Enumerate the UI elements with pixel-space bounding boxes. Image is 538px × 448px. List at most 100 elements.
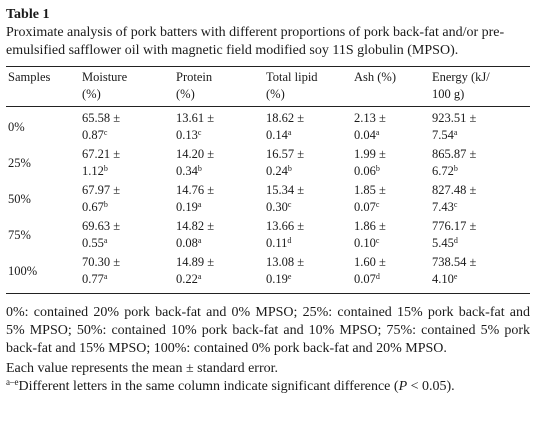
footnote-p-symbol: P (398, 379, 408, 394)
value-cell: 14.76 ± 0.19a (176, 181, 266, 217)
significance-letter: d (453, 236, 458, 245)
table-row: 50% 67.97 ±0.67b 14.76 ±0.19a 15.34 ±0.30c 1… (6, 181, 530, 217)
mean-value: 1.86 ± (354, 219, 386, 233)
footnote-letters-text: Different letters in the same column ind… (18, 379, 399, 394)
se-value: 0.34 (176, 164, 198, 178)
mean-value: 70.30 ± (82, 255, 121, 269)
se-value: 6.72 (432, 164, 454, 178)
significance-letter: c (103, 128, 108, 137)
significance-letter: a (197, 236, 202, 245)
mean-value: 1.60 ± (354, 255, 386, 269)
column-header-line1: Samples (8, 70, 51, 84)
se-line: 0.87c (82, 127, 176, 144)
column-header: Total lipid (%) (266, 67, 354, 107)
value-cell: 16.57 ± 0.24b (266, 145, 354, 181)
se-value: 0.07 (354, 200, 376, 214)
value-cell: 865.87 ± 6.72b (432, 145, 530, 181)
table-body: 0% 65.58 ±0.87c 13.61 ±0.13c 18.62 ±0.14a 2.… (6, 107, 530, 290)
se-line: 7.43c (432, 199, 530, 216)
value-cell: 1.85 ± 0.07c (354, 181, 432, 217)
value-cell: 776.17 ± 5.45d (432, 217, 530, 253)
table-row: 100% 70.30 ±0.77a 14.89 ±0.22a 13.08 ±0.19e… (6, 253, 530, 289)
value-cell: 70.30 ± 0.77a (82, 253, 176, 289)
column-header-line2: (%) (266, 87, 285, 101)
significance-letter: b (375, 164, 380, 173)
significance-letter: e (453, 272, 458, 281)
mean-value: 738.54 ± (432, 255, 477, 269)
value-cell: 14.89 ± 0.22a (176, 253, 266, 289)
column-header: Samples (6, 67, 82, 107)
significance-letter: b (453, 164, 458, 173)
value-cell: 65.58 ± 0.87c (82, 107, 176, 146)
column-header-line2: 100 g) (432, 87, 465, 101)
se-line: 0.14a (266, 127, 354, 144)
mean-value: 1.99 ± (354, 147, 386, 161)
mean-value: 2.13 ± (354, 111, 386, 125)
value-cell: 923.51 ± 7.54a (432, 107, 530, 146)
sample-cell: 50% (8, 191, 31, 206)
significance-letter: b (103, 164, 108, 173)
se-line: 0.19e (266, 271, 354, 288)
se-value: 0.11 (266, 236, 288, 250)
value-cell: 67.21 ± 1.12b (82, 145, 176, 181)
value-cell: 738.54 ± 4.10e (432, 253, 530, 289)
se-value: 4.10 (432, 272, 454, 286)
significance-letter: b (197, 164, 202, 173)
mean-value: 13.08 ± (266, 255, 305, 269)
se-line: 1.12b (82, 163, 176, 180)
header-row: Samples Moisture (%) Protein (%) Total lipid (… (6, 67, 530, 107)
column-header-line1: Total lipid (266, 70, 318, 84)
significance-letter: d (287, 236, 292, 245)
sample-cell: 75% (8, 227, 31, 242)
column-header: Protein (%) (176, 67, 266, 107)
significance-letter: a (287, 128, 292, 137)
se-value: 0.10 (354, 236, 376, 250)
column-header-line1: Ash (%) (354, 70, 397, 84)
sample-cell: 100% (8, 263, 38, 278)
se-line: 0.24b (266, 163, 354, 180)
column-header-line1: Moisture (82, 70, 128, 84)
value-cell: 1.86 ± 0.10c (354, 217, 432, 253)
value-cell: 13.66 ± 0.11d (266, 217, 354, 253)
mean-value: 13.61 ± (176, 111, 215, 125)
column-header: Ash (%) (354, 67, 432, 107)
value-cell: 2.13 ± 0.04a (354, 107, 432, 146)
value-cell: 13.61 ± 0.13c (176, 107, 266, 146)
value-cell: 1.99 ± 0.06b (354, 145, 432, 181)
se-value: 0.19 (266, 272, 288, 286)
se-line: 0.07c (354, 199, 432, 216)
se-line: 0.67b (82, 199, 176, 216)
se-line: 0.04a (354, 127, 432, 144)
se-value: 0.24 (266, 164, 288, 178)
value-cell: 14.20 ± 0.34b (176, 145, 266, 181)
top-rule (6, 66, 530, 67)
value-cell: 1.60 ± 0.07d (354, 253, 432, 289)
se-line: 0.13c (176, 127, 266, 144)
value-cell: 15.34 ± 0.30c (266, 181, 354, 217)
se-line: 6.72b (432, 163, 530, 180)
bottom-rule (6, 293, 530, 294)
significance-letter: b (103, 200, 108, 209)
footnote-letters-end: < 0.05). (407, 379, 455, 394)
se-line: 4.10e (432, 271, 530, 288)
se-line: 0.11d (266, 235, 354, 252)
significance-letter: a (103, 272, 108, 281)
column-header: Energy (kJ/100 g) (432, 67, 530, 107)
mean-value: 923.51 ± (432, 111, 477, 125)
footnote-mean-se: Each value represents the mean ± standar… (6, 361, 279, 376)
mean-value: 69.63 ± (82, 219, 121, 233)
footnote-composition: 0%: contained 20% pork back-fat and 0% M… (6, 305, 530, 356)
mean-value: 1.85 ± (354, 183, 386, 197)
significance-letter: e (287, 272, 292, 281)
table-row: 75% 69.63 ±0.55a 14.82 ±0.08a 13.66 ±0.11d 1… (6, 217, 530, 253)
mean-value: 18.62 ± (266, 111, 305, 125)
footnote-letters-sup: a–e (6, 377, 19, 387)
mean-value: 65.58 ± (82, 111, 121, 125)
se-value: 0.13 (176, 128, 198, 142)
se-value: 7.54 (432, 128, 454, 142)
significance-letter: c (197, 128, 202, 137)
se-value: 0.06 (354, 164, 376, 178)
se-line: 0.19a (176, 199, 266, 216)
se-line: 0.10c (354, 235, 432, 252)
